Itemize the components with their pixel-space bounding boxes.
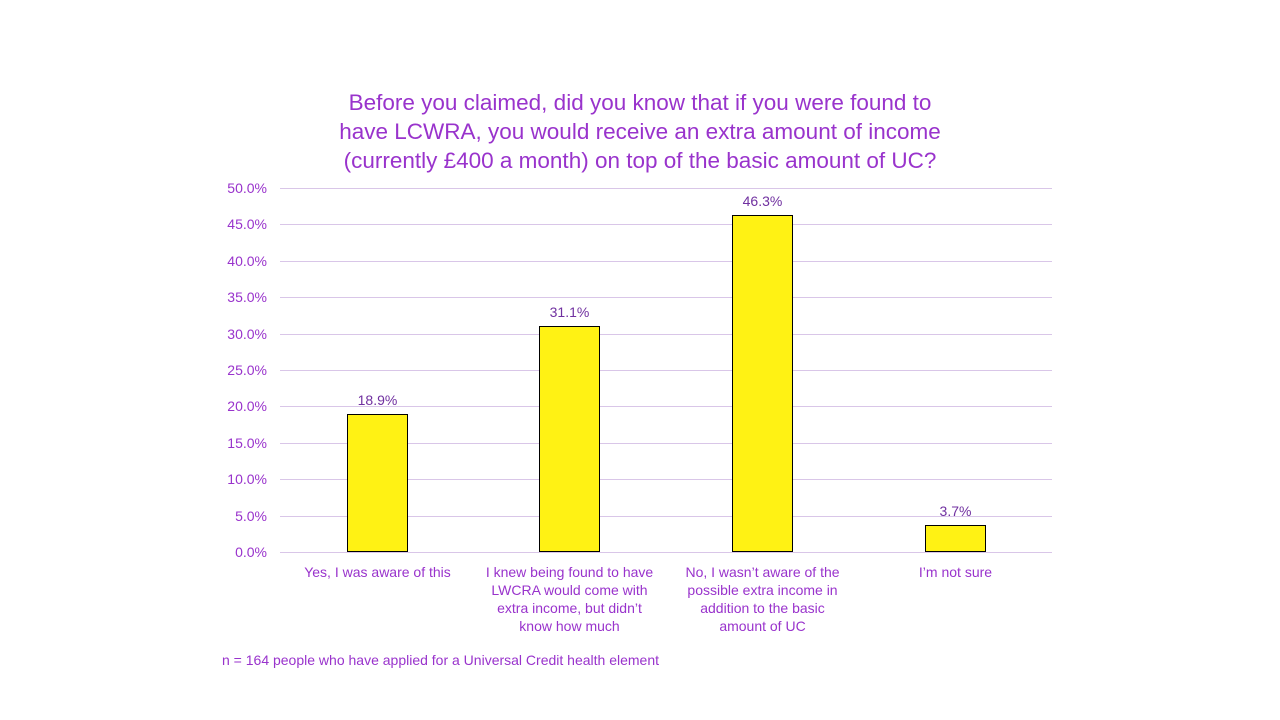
data-label: 3.7% xyxy=(939,503,972,519)
y-tick-label: 40.0% xyxy=(227,253,267,269)
data-label: 46.3% xyxy=(742,193,783,209)
gridline xyxy=(280,406,1052,407)
x-label-line: possible extra income in xyxy=(687,582,838,598)
gridline xyxy=(280,261,1052,262)
y-tick-label: 20.0% xyxy=(227,398,267,414)
footnote: n = 164 people who have applied for a Un… xyxy=(222,652,660,668)
data-label: 31.1% xyxy=(549,304,590,320)
y-tick-label: 10.0% xyxy=(227,471,267,487)
x-category-label: Yes, I was aware of this xyxy=(278,563,478,581)
x-category-label: No, I wasn’t aware of the possible extra … xyxy=(663,563,863,635)
title-line: have LCWRA, you would receive an extra a… xyxy=(339,119,941,144)
y-tick-label: 30.0% xyxy=(227,326,267,342)
gridline xyxy=(280,516,1052,517)
x-label-line: amount of UC xyxy=(719,618,806,634)
y-tick-label: 5.0% xyxy=(235,508,267,524)
gridline xyxy=(280,370,1052,371)
x-label-line: addition to the basic xyxy=(700,600,825,616)
y-tick-label: 15.0% xyxy=(227,435,267,451)
bar xyxy=(925,525,986,552)
y-tick-label: 25.0% xyxy=(227,362,267,378)
data-label: 18.9% xyxy=(357,392,398,408)
x-label-line: I knew being found to have xyxy=(485,564,654,580)
gridline xyxy=(280,297,1052,298)
gridline xyxy=(280,224,1052,225)
gridline xyxy=(280,479,1052,480)
title-line: Before you claimed, did you know that if… xyxy=(348,90,932,115)
gridline xyxy=(280,334,1052,335)
bar xyxy=(347,414,408,552)
gridline xyxy=(280,443,1052,444)
x-label-line: LWCRA would come with xyxy=(491,582,648,598)
title-line: (currently £400 a month) on top of the b… xyxy=(343,148,937,173)
x-label-line: I’m not sure xyxy=(918,564,993,580)
y-tick-label: 45.0% xyxy=(227,216,267,232)
x-category-label: I knew being found to have LWCRA would co… xyxy=(470,563,670,635)
bar xyxy=(539,326,600,552)
x-label-line: No, I wasn’t aware of the xyxy=(685,564,840,580)
y-tick-label: 0.0% xyxy=(235,544,267,560)
y-tick-label: 35.0% xyxy=(227,289,267,305)
gridline xyxy=(280,188,1052,189)
x-label-line: know how much xyxy=(519,618,620,634)
x-label-line: extra income, but didn’t xyxy=(497,600,642,616)
bar xyxy=(732,215,793,552)
gridline xyxy=(280,552,1052,553)
y-tick-label: 50.0% xyxy=(227,180,267,196)
chart-title: Before you claimed, did you know that if… xyxy=(280,88,1000,175)
x-label-line: Yes, I was aware of this xyxy=(304,564,451,580)
x-category-label: I’m not sure xyxy=(856,563,1056,581)
